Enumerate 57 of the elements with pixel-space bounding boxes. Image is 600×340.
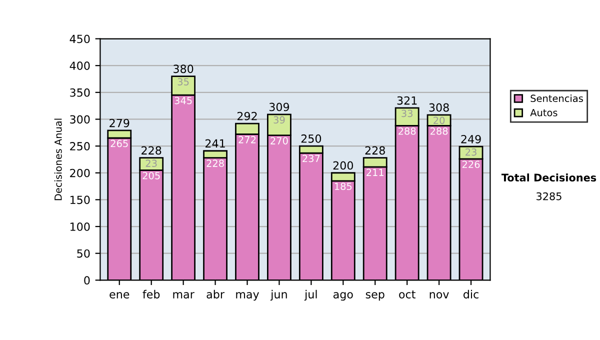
data-label: 20 — [434, 116, 445, 124]
x-tick-label: abr — [206, 290, 224, 298]
data-label: 270 — [270, 137, 288, 144]
total-label: 249 — [461, 134, 481, 144]
total-label: 279 — [110, 118, 130, 128]
total-label: 228 — [365, 146, 385, 155]
legend-label: Sentencias — [530, 94, 583, 102]
total-label: 292 — [237, 112, 257, 120]
y-tick-label: 250 — [70, 142, 90, 150]
x-tick-label: may — [236, 292, 260, 301]
x-tick-label: nov — [430, 292, 449, 298]
total-label: 380 — [174, 64, 194, 74]
y-tick-label: 0 — [84, 276, 90, 285]
data-label: 23 — [466, 148, 476, 156]
x-tick-label: oct — [399, 290, 416, 298]
data-label: 228 — [206, 160, 224, 167]
data-label: 265 — [110, 140, 128, 148]
text: Total Decisiones — [501, 173, 596, 182]
y-tick-label: 50 — [77, 249, 90, 258]
y-axis-title: Decisiones Anual — [54, 118, 62, 200]
total-label: 200 — [333, 161, 354, 170]
x-tick-label: jun — [270, 290, 287, 301]
x-tick-label: ene — [110, 292, 130, 298]
x-tick-label: feb — [142, 290, 160, 298]
y-tick-label: 450 — [70, 34, 90, 44]
x-tick-label: ago — [333, 292, 353, 301]
y-tick-label: 100 — [70, 222, 90, 231]
data-label: 35 — [178, 78, 189, 86]
data-label: 288 — [430, 127, 448, 135]
total-label: 250 — [301, 134, 322, 143]
data-label: 237 — [302, 154, 320, 162]
y-tick-label: 200 — [70, 168, 90, 178]
legend-label: Autos — [530, 109, 558, 116]
data-label: 39 — [274, 116, 285, 124]
total-label: 228 — [142, 146, 162, 155]
data-label: 272 — [238, 136, 256, 144]
data-label: 33 — [402, 110, 412, 118]
data-label: 205 — [142, 172, 160, 180]
y-tick-label: 350 — [70, 88, 90, 97]
data-label: 226 — [462, 160, 480, 168]
data-label: 345 — [174, 96, 192, 104]
y-tick-label: 400 — [70, 62, 90, 70]
x-tick-label: dic — [464, 290, 478, 298]
data-label: 288 — [398, 127, 416, 135]
x-tick-label: mar — [173, 292, 194, 298]
data-label: 211 — [366, 168, 384, 176]
total-label: 241 — [205, 139, 225, 148]
data-label: 23 — [146, 160, 157, 167]
total-label: 321 — [397, 96, 417, 105]
text: 3285 — [536, 192, 562, 200]
total-label: 309 — [269, 102, 290, 112]
x-tick-label: sep — [366, 292, 384, 301]
y-tick-label: 150 — [70, 196, 90, 204]
y-tick-label: 300 — [70, 115, 90, 124]
total-label: 308 — [429, 103, 449, 112]
data-label: 185 — [334, 182, 352, 190]
x-tick-label: jul — [304, 290, 317, 301]
